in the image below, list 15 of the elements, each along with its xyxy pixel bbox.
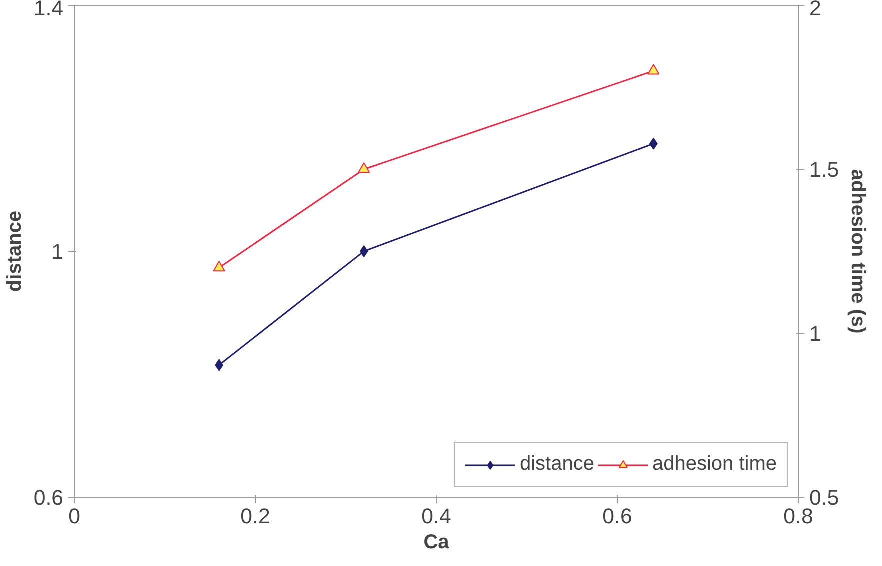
y2-tick-label: 1.5: [810, 158, 840, 182]
x-axis-title: Ca: [424, 532, 450, 554]
x-tick-label: 0.2: [240, 504, 270, 528]
y-tick-label: 1.4: [34, 0, 64, 20]
x-tick-label: 0: [68, 504, 81, 528]
y-tick-label: 0.6: [34, 486, 64, 510]
y2-tick-label: 2: [810, 0, 822, 20]
x-tick-label: 0.4: [422, 504, 452, 528]
y2-axis-title: adhesion time (s): [847, 169, 870, 334]
y-tick-label: 1: [52, 240, 64, 264]
y2-tick-label: 1: [810, 322, 822, 346]
x-tick-label: 0.6: [602, 504, 632, 528]
legend-label: adhesion time: [652, 453, 777, 476]
y-axis-title: distance: [4, 210, 26, 292]
legend-label: distance: [520, 453, 594, 476]
